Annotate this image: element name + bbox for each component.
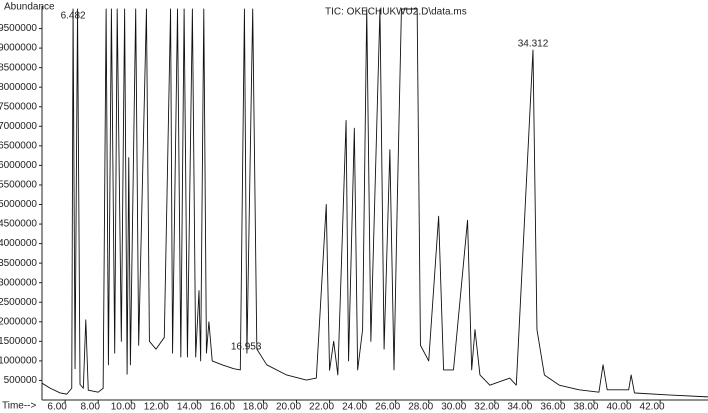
peak-label: 34.312 [518, 39, 549, 50]
y-tick-label: 9500000 [0, 23, 37, 34]
plot-area [42, 8, 708, 398]
x-tick-label: 24.00 [342, 402, 367, 413]
x-tick-label: 34.00 [507, 402, 532, 413]
chart-title: TIC: OKECHUKWU2.D\data.ms [325, 7, 467, 18]
x-tick-label: 32.00 [474, 402, 499, 413]
peak-label: 6.482 [61, 11, 86, 22]
x-tick-label: 10.00 [111, 402, 136, 413]
x-tick-label: 22.00 [309, 402, 334, 413]
x-tick-label: 20.00 [276, 402, 301, 413]
y-tick-label: 4000000 [0, 238, 37, 249]
y-tick-label: 2500000 [0, 297, 37, 308]
y-tick-label: 4500000 [0, 219, 37, 230]
y-tick-label: 7000000 [0, 121, 37, 132]
x-tick-label: 38.00 [573, 402, 598, 413]
y-tick-label: 5000000 [0, 199, 37, 210]
x-tick-label: 16.00 [210, 402, 235, 413]
y-tick-label: 2000000 [0, 316, 37, 327]
x-tick-label: 26.00 [375, 402, 400, 413]
y-tick-label: 8000000 [0, 82, 37, 93]
y-tick-label: 7500000 [0, 101, 37, 112]
y-tick-label: 3000000 [0, 277, 37, 288]
y-tick-label: 3500000 [0, 258, 37, 269]
x-tick-label: 36.00 [540, 402, 565, 413]
peak-label: 16.953 [231, 342, 262, 353]
y-tick-label: 6500000 [0, 140, 37, 151]
x-tick-label: 12.00 [144, 402, 169, 413]
x-tick-label: 30.00 [441, 402, 466, 413]
y-tick-label: 1500000 [0, 336, 37, 347]
x-tick-label: 28.00 [408, 402, 433, 413]
x-tick-label: 42.00 [640, 402, 665, 413]
y-tick-label: 500000 [4, 375, 38, 386]
x-tick-label: 18.00 [243, 402, 268, 413]
y-tick-label: 1000000 [0, 356, 37, 367]
x-tick-label: 8.00 [80, 402, 100, 413]
y-tick-label: 5500000 [0, 180, 37, 191]
x-axis-title: Time--> [2, 401, 37, 412]
y-axis-title: Abundance [4, 2, 55, 13]
y-tick-label: 6000000 [0, 160, 37, 171]
tic-trace [42, 8, 708, 398]
x-tick-label: 6.00 [47, 402, 67, 413]
x-tick-label: 14.00 [177, 402, 202, 413]
y-tick-label: 9000000 [0, 43, 37, 54]
y-tick-label: 8500000 [0, 62, 37, 73]
x-tick-label: 40.00 [607, 402, 632, 413]
